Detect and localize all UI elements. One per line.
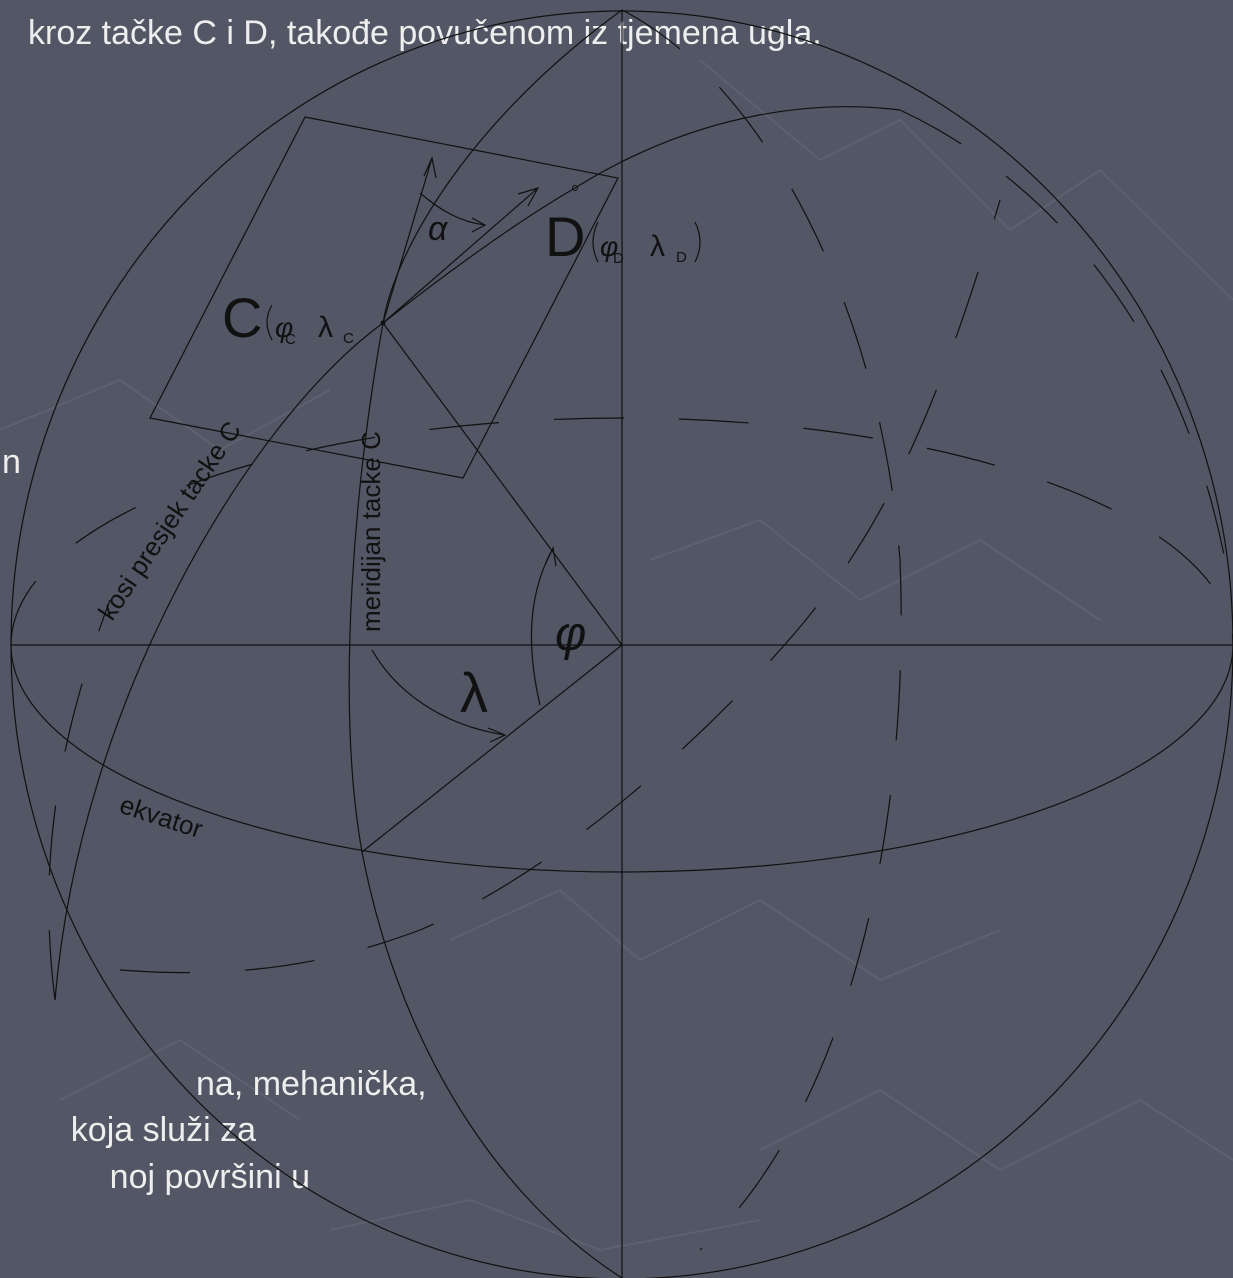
bracket <box>266 304 273 341</box>
point-d <box>572 185 578 191</box>
coord-sub: C <box>343 330 354 347</box>
background-pattern <box>0 59 1233 1252</box>
alpha-arc <box>419 192 487 233</box>
bottom-text: koja služi za <box>71 1111 256 1149</box>
coord-label: φ <box>600 231 618 262</box>
coord-label: φ <box>275 312 293 343</box>
equator-back <box>10 417 1233 646</box>
radius <box>361 644 623 853</box>
curve-label: kosi presjek tacke C <box>92 416 247 626</box>
top-text: kroz tačke C i D, takođe povučenom iz tj… <box>28 14 822 52</box>
meridian <box>348 9 623 1278</box>
lambda-arc <box>371 649 507 743</box>
north-arrow <box>382 156 437 324</box>
point-label: C <box>222 286 262 349</box>
direction-arrow <box>382 187 540 324</box>
meridian-back <box>621 9 902 1251</box>
point-c <box>380 320 386 326</box>
coord-sub: D <box>676 249 687 266</box>
left-fragment: n <box>2 443 21 481</box>
angle-label: φ <box>555 608 586 661</box>
oblique-section <box>54 106 901 1001</box>
point-label: D <box>545 205 585 268</box>
radius <box>382 322 623 646</box>
coord-label: λ <box>318 311 333 344</box>
sphere-drawing <box>10 9 1233 1278</box>
oblique-section-back <box>48 109 1226 1001</box>
bracket <box>592 221 701 263</box>
angle-label: λ <box>460 661 488 724</box>
labels: C φ C λ C D φ D λ D α φ λ kosi presjek t… <box>92 205 701 844</box>
bottom-text: noj površini u <box>110 1158 310 1196</box>
phi-arc <box>530 546 557 706</box>
curve-label: meridijan tacke C <box>356 431 386 632</box>
coord-sub: D <box>613 250 624 267</box>
coord-label: λ <box>650 230 665 263</box>
bottom-text: na, mehanička, <box>196 1065 427 1103</box>
tangent-plane <box>149 116 619 479</box>
angle-label: α <box>428 210 449 248</box>
curve-label: ekvator <box>116 789 207 844</box>
coord-sub: C <box>285 331 296 348</box>
equator-front <box>10 644 1233 873</box>
